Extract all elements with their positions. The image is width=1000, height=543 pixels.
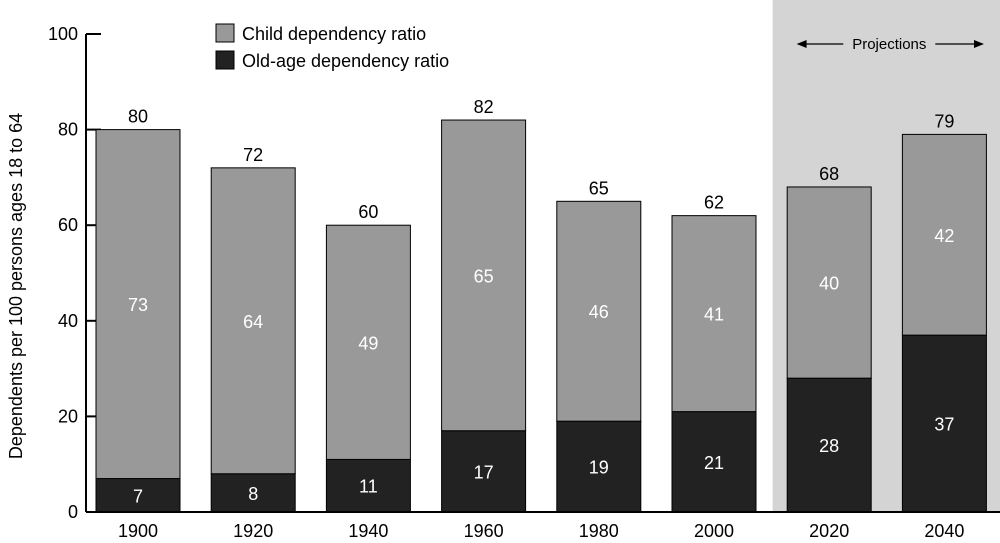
data-label-old-age-2020: 28: [819, 436, 839, 456]
y-tick-label: 100: [48, 24, 78, 44]
y-axis-label: Dependents per 100 persons ages 18 to 64: [6, 113, 26, 459]
projections-annotation: Projections: [796, 36, 984, 53]
x-tick-label: 2020: [809, 521, 849, 541]
data-label-old-age-1900: 7: [133, 486, 143, 506]
data-label-child-1980: 46: [589, 302, 609, 322]
projections-arrowhead-left: [796, 40, 807, 48]
bar-child-1960: [441, 119, 527, 432]
x-tick-label: 1920: [233, 521, 273, 541]
x-tick-label: 1900: [118, 521, 158, 541]
projections-label: Projections: [852, 36, 926, 53]
bar-child-2040: [901, 133, 987, 336]
bar-child-1980: [556, 200, 642, 422]
legend-label-old-age: Old-age dependency ratio: [242, 51, 449, 71]
bar-child-2000: [671, 215, 757, 413]
data-label-child-1900: 73: [128, 295, 148, 315]
data-label-child-2020: 40: [819, 274, 839, 294]
bar-child-1900: [95, 129, 181, 480]
data-label-old-age-2000: 21: [704, 453, 724, 473]
bars: 7 73 80 8 64 72 11 49 60 17 65 82 19 46 65 21 41 62 28 40 68…: [95, 97, 987, 513]
data-label-total-1960: 82: [474, 97, 494, 117]
data-label-total-2020: 68: [819, 164, 839, 184]
data-label-child-2040: 42: [934, 226, 954, 246]
bar-child-1940: [325, 224, 411, 460]
legend: Child dependency ratio Old-age dependenc…: [215, 23, 449, 71]
x-tick-label: 1940: [348, 521, 388, 541]
bar-old-age-1900: [95, 478, 181, 513]
projections-arrowhead-right: [974, 40, 984, 48]
data-label-total-1920: 72: [243, 145, 263, 165]
data-label-old-age-2040: 37: [934, 415, 954, 435]
y-axis: 0 20 40 60 80 100: [48, 24, 101, 522]
data-label-old-age-1960: 17: [474, 462, 494, 482]
data-label-total-2000: 62: [704, 193, 724, 213]
bar-old-age-1960: [441, 430, 527, 513]
data-label-child-2000: 41: [704, 305, 724, 325]
y-tick-label: 20: [58, 406, 78, 426]
data-label-total-1900: 80: [128, 107, 148, 127]
bar-child-1920: [210, 167, 296, 475]
x-tick-label: 2040: [924, 521, 964, 541]
x-tick-label: 1960: [464, 521, 504, 541]
data-label-child-1920: 64: [243, 312, 263, 332]
data-label-total-2040: 79: [934, 111, 954, 131]
bar-old-age-2040: [901, 334, 987, 513]
data-label-old-age-1920: 8: [248, 484, 258, 504]
x-axis: 1900 1920 1940 1960 1980 2000 2020 2040: [86, 511, 1000, 541]
data-label-total-1940: 60: [358, 202, 378, 222]
y-tick-label: 0: [68, 502, 78, 522]
data-label-child-1940: 49: [358, 333, 378, 353]
bar-old-age-1920: [210, 473, 296, 513]
bar-old-age-2000: [671, 411, 757, 513]
x-tick-label: 2000: [694, 521, 734, 541]
legend-swatch-child: [215, 23, 235, 43]
data-label-child-1960: 65: [474, 266, 494, 286]
bar-child-2020: [786, 186, 872, 379]
x-tick-label: 1980: [579, 521, 619, 541]
legend-label-child: Child dependency ratio: [242, 24, 426, 44]
y-tick-label: 80: [58, 120, 78, 140]
bar-old-age-1980: [556, 420, 642, 513]
data-label-old-age-1940: 11: [359, 477, 378, 497]
legend-swatch-old-age: [215, 50, 235, 70]
y-tick-label: 60: [58, 215, 78, 235]
data-label-old-age-1980: 19: [589, 458, 609, 478]
bar-old-age-2020: [786, 377, 872, 513]
bar-old-age-1940: [325, 458, 411, 513]
data-label-total-1980: 65: [589, 178, 609, 198]
y-tick-label: 40: [58, 311, 78, 331]
